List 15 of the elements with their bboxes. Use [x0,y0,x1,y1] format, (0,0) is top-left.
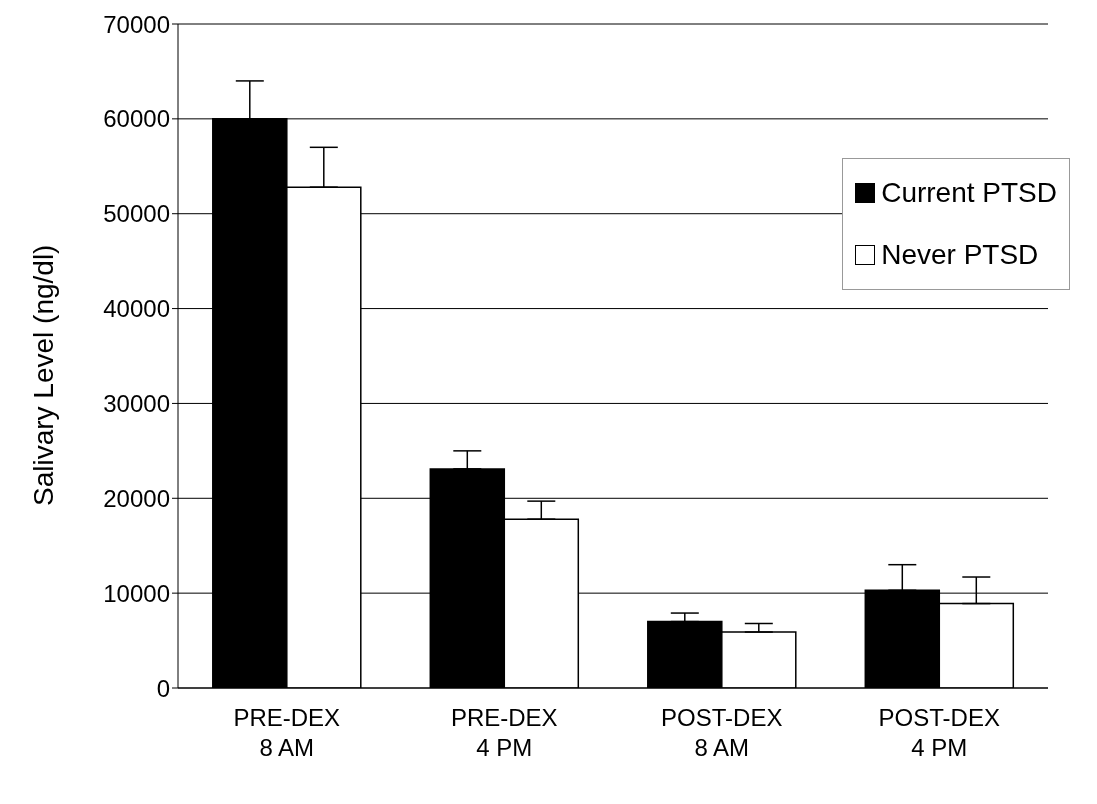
y-tick-label: 50000 [103,200,170,228]
legend-label: Never PTSD [881,239,1039,271]
x-tick-label: POST-DEX 4 PM [878,704,1000,761]
x-tick-label: POST-DEX 8 AM [661,704,783,761]
y-tick-label: 70000 [103,10,170,38]
y-tick-label: 40000 [103,295,170,323]
y-tick-label: 30000 [103,389,170,417]
y-tick-label: 60000 [103,105,170,133]
y-axis-title: Salivary Level (ng/dl) [27,244,59,506]
y-tick-label: 0 [156,674,170,702]
x-tick-label: PRE-DEX 8 AM [233,704,341,761]
y-tick-label: 20000 [103,484,170,512]
y-tick-label: 10000 [103,579,170,607]
legend-label: Current PTSD [881,177,1057,209]
x-tick-label: PRE-DEX 4 PM [450,704,558,761]
